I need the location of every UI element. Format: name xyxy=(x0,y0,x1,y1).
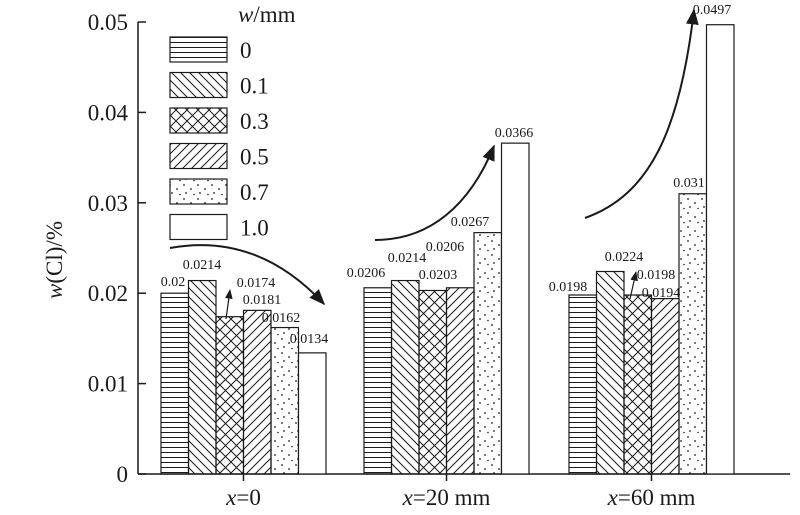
bar xyxy=(473,232,503,475)
y-ticks: 0 0.01 0.02 0.03 0.04 0.05 xyxy=(88,10,146,487)
legend-item-label: 1.0 xyxy=(240,216,269,241)
data-label: 0.0224 xyxy=(605,250,644,265)
data-label: 0.0162 xyxy=(262,311,301,326)
y-tick-label: 0.03 xyxy=(88,191,128,216)
legend-item-label: 0.7 xyxy=(240,180,269,205)
legend-item-label: 0.1 xyxy=(240,74,269,99)
bar xyxy=(160,292,190,475)
legend-title: w/mm xyxy=(238,2,296,27)
bar xyxy=(445,287,475,475)
legend-swatch xyxy=(169,71,228,99)
data-label: 0.0174 xyxy=(237,276,276,291)
legend-swatch xyxy=(169,178,228,205)
data-label: 0.0214 xyxy=(388,251,427,266)
data-label: 0.0206 xyxy=(347,266,386,281)
bar xyxy=(650,298,680,475)
trend-arrows xyxy=(169,8,699,320)
legend-item-label: 0.3 xyxy=(240,109,269,134)
label-pointer-arrow xyxy=(225,289,233,320)
bar xyxy=(623,294,653,475)
legend-swatch xyxy=(169,213,228,241)
bar xyxy=(270,326,300,475)
bar xyxy=(363,287,393,475)
legend-swatch xyxy=(169,142,228,170)
bar xyxy=(678,193,708,475)
data-label: 0.031 xyxy=(673,176,705,191)
data-label: 0.0203 xyxy=(419,268,458,283)
data-label: 0.0206 xyxy=(426,240,465,255)
y-tick-label: 0.01 xyxy=(88,372,128,397)
trend-arrow-increasing xyxy=(374,144,495,241)
bar xyxy=(390,279,420,475)
y-tick-label: 0.05 xyxy=(88,10,128,35)
y-tick-label: 0.02 xyxy=(88,281,128,306)
data-label: 0.0134 xyxy=(290,332,329,347)
data-label: 0.0267 xyxy=(451,215,490,230)
data-labels: 0.02 0.0214 0.0174 0.0181 0.0162 0.0134 0.0206… xyxy=(161,3,732,347)
bar xyxy=(418,289,448,475)
x-ticks: x=0 x=20 mm x=60 mm xyxy=(225,474,695,510)
y-tick-label: 0.04 xyxy=(88,100,129,125)
bar xyxy=(297,352,327,475)
x-tick-label: x=20 mm xyxy=(402,485,491,510)
bars xyxy=(160,24,735,475)
data-label: 0.0181 xyxy=(243,293,282,308)
x-tick-label: x=60 mm xyxy=(607,485,696,510)
data-label: 0.0198 xyxy=(637,268,676,283)
legend-swatch xyxy=(169,36,228,63)
trend-arrow-increasing xyxy=(584,8,699,219)
data-label: 0.0497 xyxy=(693,3,732,18)
trend-arrow-decreasing xyxy=(169,244,326,306)
bar xyxy=(500,142,530,475)
y-axis-label: w(Cl)/% xyxy=(42,221,67,299)
label-pointer-arrow xyxy=(629,271,638,300)
legend-item-label: 0.5 xyxy=(240,145,269,170)
legend-swatch xyxy=(169,107,228,134)
data-label: 0.0214 xyxy=(183,258,222,273)
bar xyxy=(705,24,735,475)
x-tick-label: x=0 xyxy=(225,485,261,510)
bar xyxy=(595,270,625,475)
bar xyxy=(568,294,598,475)
y-tick-label: 0 xyxy=(117,462,129,487)
data-label: 0.0366 xyxy=(495,126,534,141)
data-label: 0.0198 xyxy=(549,280,588,295)
legend: w/mm 0 0.1 0.3 0.5 0.7 1.0 xyxy=(169,2,296,241)
data-label: 0.02 xyxy=(161,275,186,290)
legend-item-label: 0 xyxy=(240,38,252,63)
bar xyxy=(187,279,217,475)
data-label: 0.0194 xyxy=(642,286,681,301)
bar xyxy=(242,309,272,475)
bar xyxy=(215,316,245,475)
